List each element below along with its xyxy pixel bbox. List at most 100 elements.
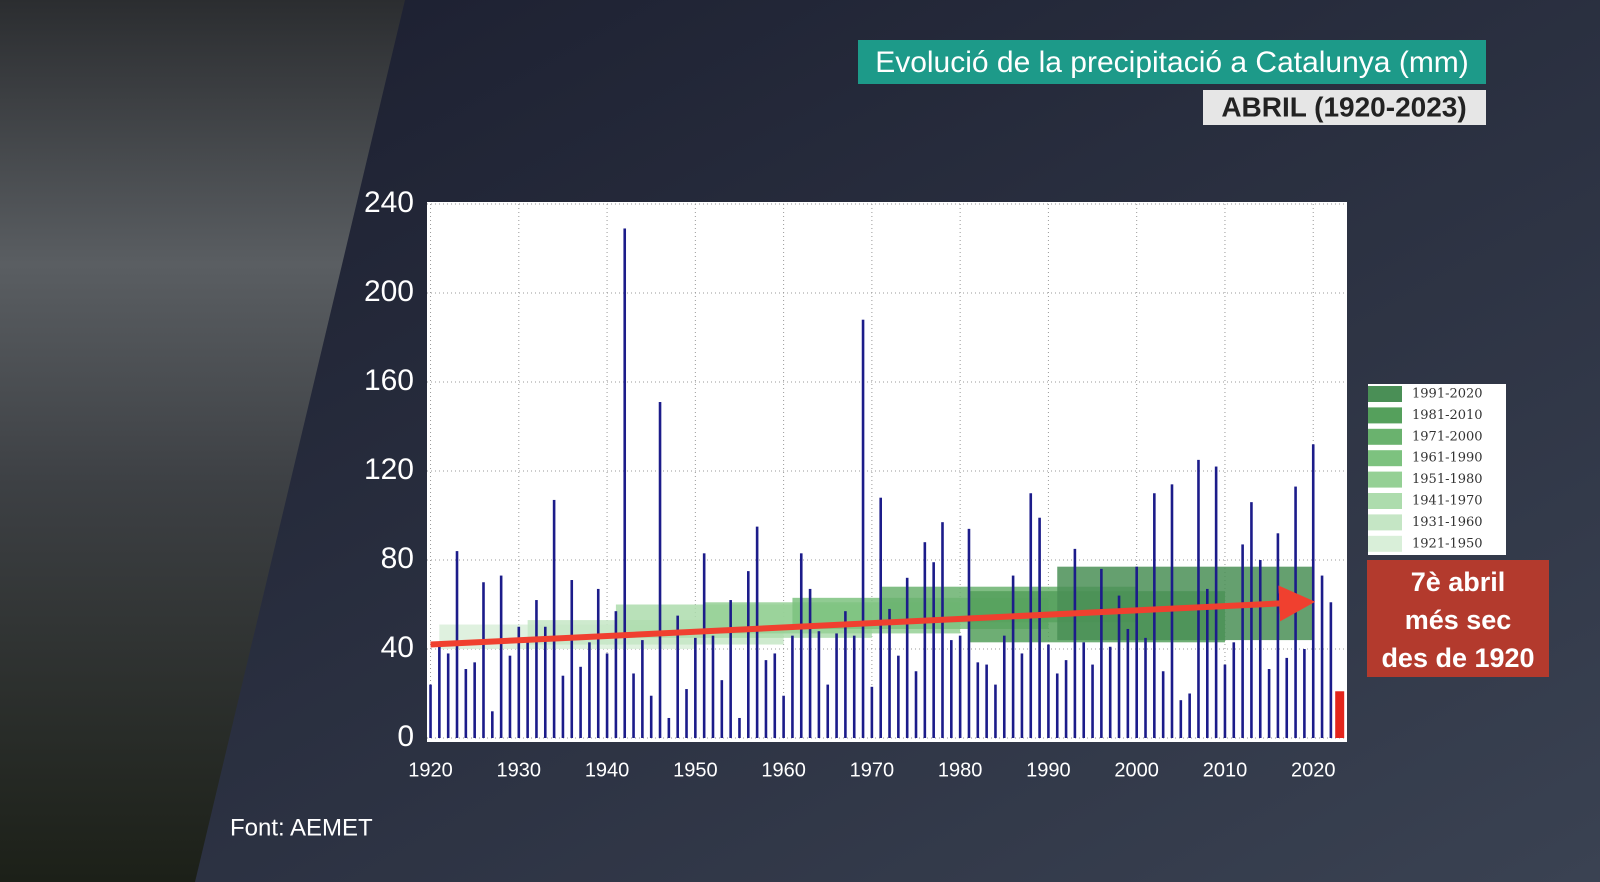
bar [1232,642,1236,738]
bar [1267,669,1271,738]
bar [888,608,891,738]
bar [561,675,565,738]
legend-swatch [1368,471,1402,488]
bar [658,402,662,738]
legend-label: 1961-1990 [1412,451,1483,466]
bar [905,577,909,738]
bar [1055,673,1059,738]
bar [799,553,803,738]
x-tick-label: 1950 [673,759,718,781]
bar [711,635,715,738]
bar [1117,595,1121,738]
bar [596,588,600,738]
bar [879,497,883,738]
bar [1258,560,1262,738]
x-tick-label: 1980 [938,759,983,781]
bar [808,588,812,738]
bar [438,644,441,738]
bar [482,582,485,738]
bar [694,637,697,738]
bar [1047,644,1050,738]
x-tick-label: 1960 [761,759,806,781]
bar [1320,575,1324,738]
bar [1082,642,1086,738]
bar [852,635,856,738]
annotation: més sec [1405,605,1512,635]
bar [588,642,591,738]
x-tick-label: 1930 [497,759,542,781]
annotation-box [1367,560,1549,677]
bar [1197,459,1200,738]
bar [446,653,450,738]
subtitle-box [1203,90,1486,125]
bar [782,695,785,738]
bar [579,666,582,738]
bar [429,684,432,738]
bar [1100,568,1103,738]
bar [632,673,635,738]
annotation: 7è abril [1411,567,1506,597]
bar [1241,544,1244,738]
bar [1285,657,1289,738]
bar [897,655,900,738]
trend-arrow [430,585,1316,648]
legend-label: 1951-1980 [1412,472,1483,487]
y-tick-label: 120 [364,453,414,486]
bar [835,633,838,738]
bar [614,611,618,738]
bar [1020,653,1024,738]
bar [1011,575,1015,738]
bar [1064,660,1068,738]
bar [491,711,494,738]
bar [499,575,503,738]
bar [1002,635,1006,738]
chart-subtitle: ABRIL (1920-2023) [1221,91,1466,122]
bar [1153,493,1156,738]
bar [1135,566,1138,738]
legend-swatch [1368,386,1402,402]
legend-label: 1941-1970 [1412,494,1483,509]
bar [1038,517,1041,738]
source: Font: AEMET [230,814,373,841]
bar [473,662,476,738]
legend-label: 1921-1950 [1412,536,1483,551]
bar [676,615,679,738]
x-tick-label: 1970 [850,759,895,781]
bar [976,662,980,738]
bar [1108,646,1112,738]
bar [755,526,759,738]
bar [702,553,706,738]
y-tick-label: 0 [397,720,414,753]
bar [1311,444,1315,738]
legend-label: 1931-1960 [1412,515,1483,530]
x-tick-label: 1990 [1026,759,1071,781]
y-tick-label: 40 [381,631,414,664]
bar [605,653,609,738]
bar [570,580,574,738]
chart-title: Evolució de la precipitació a Catalunya … [875,46,1469,79]
bar [923,542,927,738]
bar [870,686,874,738]
bar [535,600,538,738]
legend-swatch [1368,535,1402,552]
legend-swatch [1368,407,1402,424]
photo-panel [0,0,405,882]
bar [950,640,953,738]
bar [1223,664,1227,738]
y-tick-label: 240 [364,186,414,219]
bar [941,522,944,738]
bar [817,631,821,738]
y-tick-label: 80 [381,542,414,575]
bar [985,664,988,738]
bar [1276,533,1280,738]
bar [1250,502,1253,738]
bar [1335,691,1345,738]
bar [1179,700,1183,738]
bar [641,640,644,738]
x-tick-label: 2020 [1291,759,1336,781]
bar [1294,486,1297,738]
bar [1161,671,1165,738]
bar [914,671,918,738]
bar [1144,637,1147,738]
